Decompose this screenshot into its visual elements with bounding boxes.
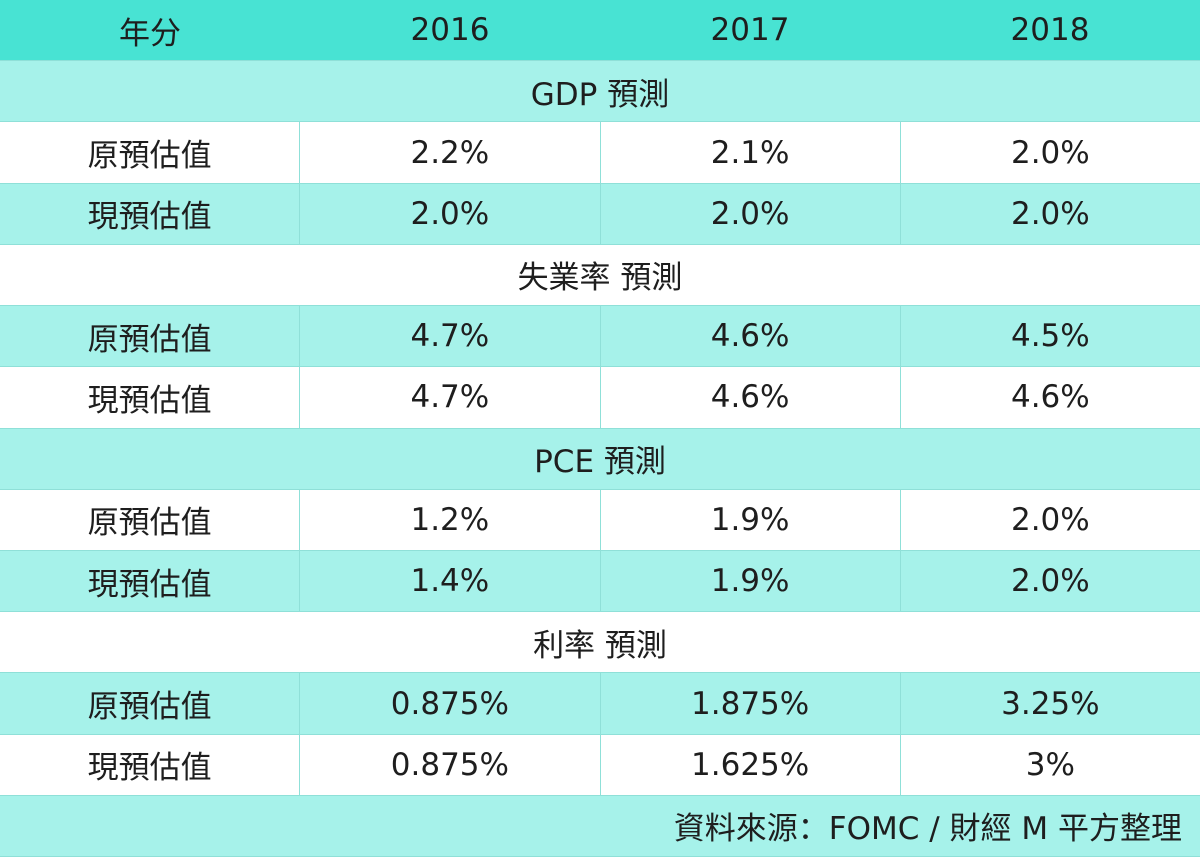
value-cell: 2.2% [300,122,601,183]
value-cell: 4.6% [601,306,901,367]
source-row: 資料來源：FOMC / 財經 M 平方整理 [0,795,1200,857]
value-cell: 4.6% [601,367,901,428]
data-row: 原預估值 4.7% 4.6% 4.5% [0,306,1200,368]
section-row: GDP 預測 [0,61,1200,123]
section-row: PCE 預測 [0,428,1200,490]
data-row: 原預估值 1.2% 1.9% 2.0% [0,489,1200,551]
section-row: 失業率 預測 [0,244,1200,307]
row-label: 現預估值 [0,183,301,244]
value-cell: 2.1% [601,122,901,183]
row-label: 原預估值 [0,489,301,550]
value-cell: 4.5% [1010,318,1090,355]
value-cell: 2.0% [1010,134,1090,171]
value-cell: 1.4% [300,550,601,612]
value-cell: 1.875% [601,673,901,734]
data-row: 現預估值 2.0% 2.0% 2.0% [0,183,1200,245]
data-row: 現預估值 1.4% 1.9% 2.0% [0,550,1200,613]
value-cell: 2.0% [1010,563,1090,600]
header-cell: 年分 [119,15,181,52]
row-label: 現預估值 [0,367,301,428]
row-label: 原預估值 [0,122,301,183]
header-cell: 2018 [1010,12,1090,49]
section-title: 失業率 預測 [517,260,683,297]
header-cell: 2017 [710,12,790,49]
value-cell: 4.7% [300,367,601,428]
data-row: 原預估值 2.2% 2.1% 2.0% [0,122,1200,184]
section-title: PCE 預測 [534,444,666,481]
value-cell: 2.0% [300,183,601,244]
row-label: 現預估值 [0,734,301,795]
source-note: 資料來源：FOMC / 財經 M 平方整理 [673,811,1182,848]
value-cell: 3.25% [1001,685,1100,722]
value-cell: 2.0% [1010,195,1090,232]
header-cell: 2016 [410,12,490,49]
row-label: 原預估值 [0,306,301,367]
row-label: 原預估值 [0,673,301,734]
value-cell: 1.625% [601,734,901,795]
value-cell: 1.9% [601,550,901,612]
value-cell: 4.7% [300,306,601,367]
value-cell: 1.2% [300,489,601,550]
header-row: 年分 2016 2017 2018 [0,0,1200,62]
value-cell: 2.0% [1010,501,1090,538]
row-label: 現預估值 [0,550,301,612]
data-row: 原預估值 0.875% 1.875% 3.25% [0,673,1200,735]
data-row: 現預估值 4.7% 4.6% 4.6% [0,367,1200,429]
value-cell: 0.875% [300,673,601,734]
section-title: GDP 預測 [530,76,670,113]
data-row: 現預估值 0.875% 1.625% 3% [0,734,1200,796]
section-title: 利率 預測 [533,627,667,664]
value-cell: 4.6% [1010,379,1090,416]
value-cell: 1.9% [601,489,901,550]
value-cell: 3% [1025,746,1075,783]
section-row: 利率 預測 [0,612,1200,674]
value-cell: 0.875% [300,734,601,795]
value-cell: 2.0% [601,183,901,244]
